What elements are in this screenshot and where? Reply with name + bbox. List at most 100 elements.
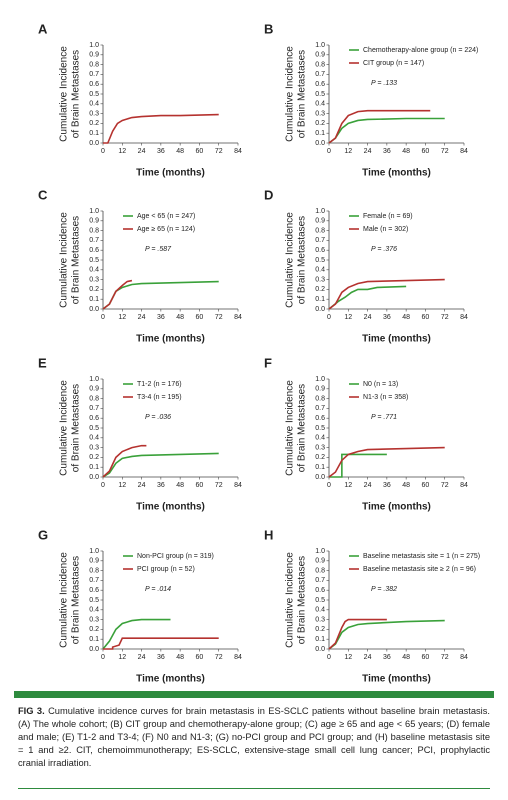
x-tick-label: 12 [344, 148, 352, 155]
legend-label: Chemotherapy-alone group (n = 224) [363, 47, 478, 54]
x-axis-label: Time (months) [136, 502, 205, 513]
x-tick-label: 84 [234, 314, 242, 321]
x-tick-label: 24 [138, 482, 146, 489]
y-tick-label: 0.5 [89, 425, 99, 432]
x-tick-label: 36 [383, 654, 391, 661]
y-tick-label: 0.4 [89, 267, 99, 274]
y-tick-label: 0.2 [89, 120, 99, 127]
x-tick-label: 72 [215, 654, 223, 661]
y-tick-label: 0.7 [315, 577, 325, 584]
x-tick-label: 48 [176, 654, 184, 661]
y-tick-label: 0.0 [315, 140, 325, 147]
y-tick-label: 0.4 [89, 607, 99, 614]
x-tick-label: 72 [441, 654, 449, 661]
y-tick-label: 0.6 [89, 587, 99, 594]
x-tick-label: 12 [344, 482, 352, 489]
y-tick-label: 0.3 [315, 276, 325, 283]
x-tick-label: 0 [327, 482, 331, 489]
x-tick-label: 36 [157, 314, 165, 321]
x-tick-label: 12 [118, 314, 126, 321]
x-tick-label: 72 [215, 148, 223, 155]
legend-label: Female (n = 69) [363, 213, 413, 220]
y-tick-label: 0.0 [315, 474, 325, 481]
x-tick-label: 72 [215, 482, 223, 489]
y-tick-label: 0.2 [89, 626, 99, 633]
curve [328, 285, 407, 310]
x-tick-label: 72 [215, 314, 223, 321]
x-tick-label: 84 [460, 314, 468, 321]
panel-letter: C [38, 187, 48, 202]
y-axis-label: of Brain Metastases [297, 384, 308, 472]
x-tick-label: 84 [234, 654, 242, 661]
p-value: P = .014 [145, 586, 171, 593]
x-tick-label: 72 [441, 482, 449, 489]
y-tick-label: 1.0 [315, 548, 325, 555]
y-tick-label: 0.9 [89, 218, 99, 225]
x-tick-label: 0 [101, 482, 105, 489]
y-tick-label: 0.7 [315, 71, 325, 78]
x-tick-label: 72 [441, 314, 449, 321]
y-tick-label: 0.6 [89, 81, 99, 88]
y-tick-label: 0.9 [315, 558, 325, 565]
curve [329, 453, 387, 478]
x-tick-label: 60 [196, 314, 204, 321]
y-axis-label: of Brain Metastases [71, 50, 82, 138]
x-axis-label: Time (months) [362, 334, 431, 345]
y-tick-label: 0.9 [315, 386, 325, 393]
y-axis-label: Cumulative Incidence [285, 46, 296, 142]
y-tick-label: 0.8 [89, 395, 99, 402]
x-tick-label: 48 [402, 314, 410, 321]
y-tick-label: 0.4 [89, 435, 99, 442]
y-tick-label: 0.7 [89, 71, 99, 78]
y-tick-label: 1.0 [315, 42, 325, 49]
x-tick-label: 60 [196, 482, 204, 489]
p-value: P = .133 [371, 80, 397, 87]
panel-letter: A [38, 21, 48, 36]
x-axis-label: Time (months) [136, 168, 205, 179]
y-tick-label: 0.6 [89, 247, 99, 254]
caption: FIG 3. Cumulative incidence curves for b… [18, 705, 490, 770]
y-axis-label: of Brain Metastases [297, 216, 308, 304]
x-tick-label: 12 [118, 654, 126, 661]
y-tick-label: 0.1 [315, 130, 325, 137]
x-tick-label: 84 [234, 148, 242, 155]
curve [102, 279, 133, 310]
legend-label: Age < 65 (n = 247) [137, 213, 195, 220]
y-tick-label: 0.2 [89, 454, 99, 461]
y-tick-label: 0.9 [89, 52, 99, 59]
legend-label: Baseline metastasis site = 1 (n = 275) [363, 553, 480, 560]
x-tick-label: 48 [176, 314, 184, 321]
y-tick-label: 0.4 [315, 435, 325, 442]
y-tick-label: 0.1 [89, 636, 99, 643]
p-value: P = .771 [371, 414, 397, 421]
y-tick-label: 0.9 [89, 558, 99, 565]
x-axis-label: Time (months) [136, 674, 205, 685]
y-axis-label: Cumulative Incidence [59, 552, 70, 648]
curve [102, 280, 219, 310]
curve [102, 618, 171, 650]
x-tick-label: 0 [327, 654, 331, 661]
y-tick-label: 0.2 [89, 286, 99, 293]
legend-label: T3-4 (n = 195) [137, 394, 182, 401]
y-tick-label: 0.4 [315, 267, 325, 274]
y-tick-label: 0.5 [89, 257, 99, 264]
y-tick-label: 0.7 [89, 577, 99, 584]
curve [103, 637, 219, 650]
y-tick-label: 0.9 [89, 386, 99, 393]
y-tick-label: 0.1 [315, 636, 325, 643]
y-tick-label: 0.3 [315, 110, 325, 117]
y-tick-label: 0.6 [89, 415, 99, 422]
y-tick-label: 0.3 [89, 110, 99, 117]
x-tick-label: 36 [157, 654, 165, 661]
y-tick-label: 0.1 [315, 464, 325, 471]
y-tick-label: 0.3 [315, 444, 325, 451]
curve [328, 278, 445, 310]
x-tick-label: 84 [234, 482, 242, 489]
y-tick-label: 0.1 [89, 296, 99, 303]
caption-text: Cumulative incidence curves for brain me… [18, 706, 490, 768]
y-tick-label: 0.7 [89, 405, 99, 412]
x-tick-label: 36 [383, 148, 391, 155]
y-axis-label: of Brain Metastases [71, 556, 82, 644]
y-tick-label: 0.0 [89, 140, 99, 147]
